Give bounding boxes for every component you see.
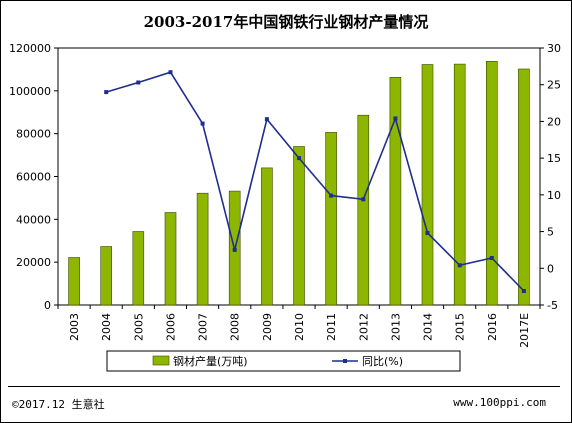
- point-2006: [168, 70, 173, 75]
- footer-divider: [8, 386, 560, 387]
- point-2010: [297, 156, 301, 161]
- point-2012: [361, 197, 366, 202]
- point-2015: [457, 263, 462, 268]
- bar-2007: [196, 192, 209, 306]
- left-tick-label: 80000: [16, 128, 51, 141]
- x-tick-label: 2010: [293, 313, 306, 341]
- point-2008: [232, 247, 237, 252]
- left-tick-label: 0: [44, 299, 51, 312]
- legend: 钢材产量(万吨) 同比(%): [106, 350, 461, 372]
- point-2004: [104, 90, 109, 95]
- right-tick-label: 30: [547, 42, 561, 55]
- x-tick-label: 2003: [68, 313, 81, 341]
- bar-2009: [261, 167, 273, 306]
- x-tick-label: 2014: [422, 313, 435, 341]
- x-tick-label: 2012: [357, 313, 370, 341]
- footer-website: www.100ppi.com: [453, 396, 546, 409]
- point-2011: [329, 193, 334, 198]
- point-2009: [264, 117, 269, 122]
- x-tick-label: 2007: [197, 313, 210, 341]
- x-tick-label: 2006: [165, 313, 178, 341]
- x-tick-label: 2008: [229, 313, 242, 341]
- x-tick-label: 2005: [132, 313, 145, 341]
- right-tick-label: 10: [547, 189, 561, 202]
- right-tick-label: 15: [547, 152, 561, 165]
- left-tick-label: 20000: [16, 256, 51, 269]
- right-tick-label: 0: [547, 262, 554, 275]
- bar-2011: [325, 132, 337, 306]
- right-tick-label: 25: [547, 79, 561, 92]
- point-2013: [393, 116, 398, 121]
- left-tick-label: 100000: [9, 85, 51, 98]
- legend-box: [106, 350, 461, 372]
- right-tick-label: 20: [547, 115, 561, 128]
- point-2007: [200, 121, 205, 126]
- x-tick-label: 2017E: [518, 313, 531, 348]
- left-tick-label: 60000: [16, 171, 51, 184]
- bar-2006: [164, 212, 177, 306]
- bar-2005: [132, 231, 145, 306]
- right-tick-label: 5: [547, 226, 554, 239]
- x-tick-label: 2011: [325, 313, 338, 341]
- point-2005: [136, 80, 141, 85]
- left-tick-label: 120000: [9, 42, 51, 55]
- point-2017E: [521, 289, 526, 293]
- x-tick-label: 2004: [100, 313, 113, 341]
- x-tick-label: 2016: [486, 313, 499, 341]
- x-tick-label: 2015: [454, 313, 467, 341]
- x-tick-label: 2013: [389, 313, 402, 341]
- footer-copyright: ©2017.12 生意社: [12, 398, 105, 411]
- legend-swatch-marker: [343, 359, 347, 363]
- bar-2013: [389, 77, 402, 306]
- x-tick-label: 2009: [261, 313, 274, 341]
- legend-label-line: 同比(%): [362, 355, 403, 368]
- bar-series: [68, 60, 530, 306]
- point-2016: [489, 256, 494, 260]
- growth-line: [105, 71, 525, 292]
- bar-2003: [68, 257, 80, 306]
- right-tick-label: -5: [547, 299, 558, 312]
- bar-2012: [357, 114, 370, 306]
- bar-2004: [100, 246, 112, 306]
- point-2014: [425, 231, 430, 235]
- bar-2010: [293, 146, 305, 306]
- legend-swatch-bar: [152, 355, 170, 366]
- bar-2015: [453, 63, 466, 306]
- chart-title: 2003-2017年中国钢铁行业钢材产量情况: [144, 13, 429, 31]
- bar-2016: [485, 60, 498, 306]
- bar-2014: [421, 64, 434, 306]
- bar-2017E: [518, 68, 530, 306]
- axes: 0 20000 40000 60000 80000 100000 120000 -5 0 5 10 1…: [9, 42, 561, 348]
- legend-label-bar: 钢材产量(万吨): [173, 354, 248, 368]
- left-tick-label: 40000: [16, 213, 51, 226]
- line-series: [104, 70, 526, 293]
